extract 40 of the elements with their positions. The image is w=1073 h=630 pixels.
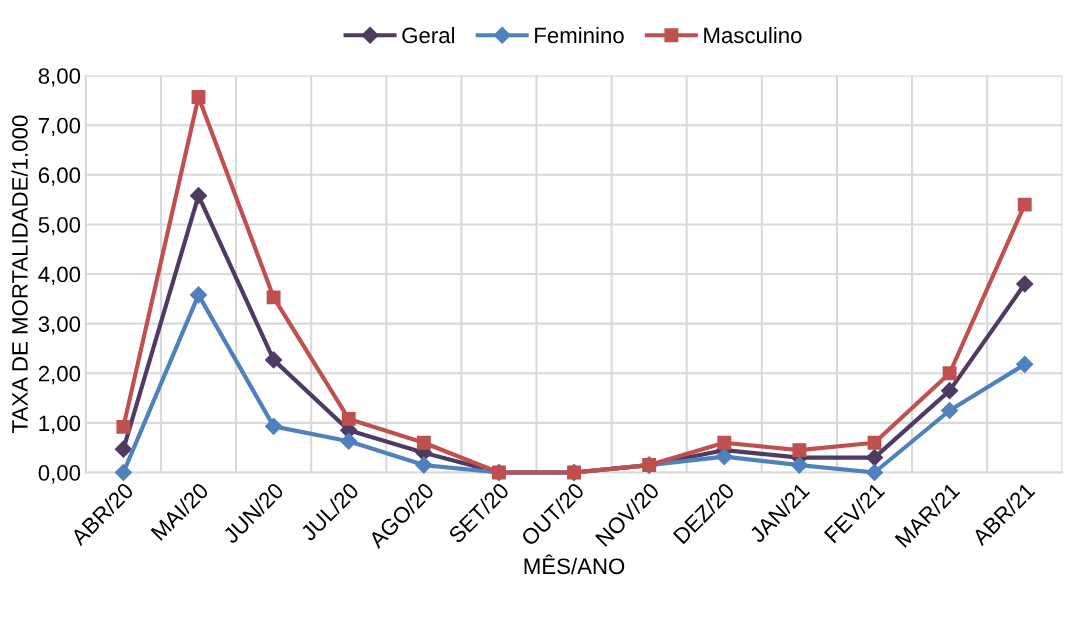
point: [867, 435, 882, 450]
point: [942, 366, 957, 381]
point: [416, 435, 431, 450]
point: [114, 463, 132, 482]
point: [792, 443, 807, 458]
point: [266, 290, 281, 305]
point: [941, 382, 959, 400]
point: [1016, 275, 1034, 293]
point: [790, 456, 808, 474]
point: [189, 286, 208, 304]
legend-label: Feminino: [535, 26, 624, 44]
point: [865, 449, 884, 467]
point: [415, 456, 433, 474]
point: [114, 440, 132, 458]
point: [1016, 355, 1034, 373]
point: [715, 448, 733, 466]
point: [189, 187, 208, 205]
point: [1017, 197, 1032, 212]
point: [265, 417, 283, 435]
y-tick-label: 6,00: [38, 167, 81, 186]
point: [341, 411, 356, 426]
point: [265, 351, 283, 369]
point: [717, 435, 732, 450]
y-tick-label: 8,00: [38, 68, 81, 87]
point: [941, 401, 959, 420]
y-axis-title: TAXA DE MORTALIDADE/1.000: [11, 115, 28, 433]
point: [191, 89, 206, 104]
legend-label: Masculino: [704, 26, 802, 44]
y-tick-label: 0,00: [38, 465, 81, 484]
y-tick-label: 4,00: [38, 266, 81, 285]
point: [340, 432, 358, 450]
x-axis-title: MÊS/ANO: [524, 554, 625, 575]
y-tick-label: 5,00: [38, 216, 81, 236]
legend-label: Geral: [402, 26, 455, 44]
y-tick-label: 3,00: [38, 316, 81, 335]
y-tick-label: 1,00: [39, 415, 81, 434]
y-tick-label: 7,00: [38, 117, 81, 137]
y-tick-label: 2,00: [38, 365, 81, 385]
point: [116, 419, 131, 434]
point: [865, 463, 884, 482]
